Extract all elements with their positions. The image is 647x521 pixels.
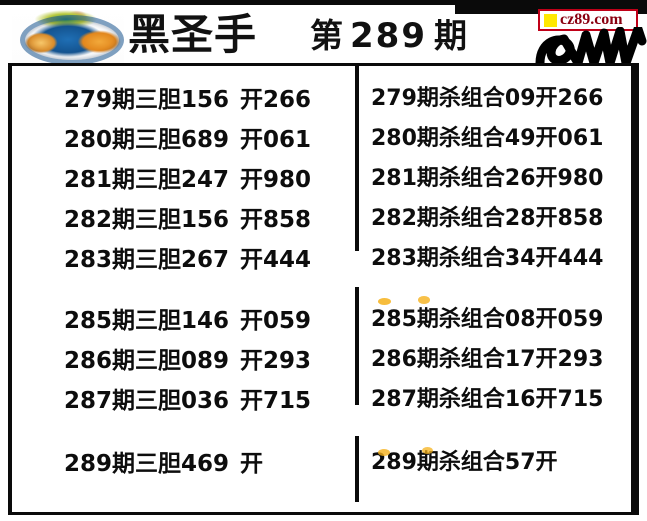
page-title: 黑圣手	[128, 10, 258, 59]
row-issue: 286期杀组合17开293	[371, 347, 604, 372]
badge-site-text: cz89.com	[560, 11, 623, 28]
table-row: 287期杀组合16开715	[371, 381, 603, 413]
site-badge[interactable]: cz89.com	[538, 9, 638, 31]
row-issue: 281期杀组合26开980	[371, 166, 604, 191]
column-divider-segment-3	[355, 436, 359, 502]
issue-number: 289	[350, 16, 427, 56]
row-issue: 282期杀组合28开858	[371, 206, 604, 231]
row-issue: 286期三胆089	[64, 348, 230, 374]
row-issue: 280期三胆689	[64, 127, 230, 153]
lottery-3d-logo-icon	[12, 7, 124, 63]
table-row: 285期三胆146 开059	[64, 301, 311, 335]
right-column: 279期杀组合09开266 280期杀组合49开061 281期杀组合26开98…	[359, 63, 631, 515]
row-open: 开444	[240, 247, 312, 273]
table-row: 280期杀组合49开061	[371, 120, 603, 152]
table-row: 282期三胆156 开858	[64, 200, 311, 234]
issue-label: 第 289 期	[310, 11, 467, 61]
badge-square-icon	[544, 13, 557, 27]
table-row: 286期杀组合17开293	[371, 341, 603, 373]
row-open: 开980	[240, 167, 312, 193]
row-open: 开061	[240, 127, 312, 153]
row-issue: 283期三胆267	[64, 247, 230, 273]
column-divider-segment-2	[355, 287, 359, 405]
table-row: 280期三胆689 开061	[64, 120, 311, 154]
table-row: 282期杀组合28开858	[371, 200, 603, 232]
row-open: 开293	[240, 348, 312, 374]
table-row: 279期杀组合09开266	[371, 80, 603, 112]
column-divider-segment-1	[355, 65, 359, 251]
row-issue: 287期杀组合16开715	[371, 387, 604, 412]
table-row: 281期三胆247 开980	[64, 160, 311, 194]
content-frame: 279期三胆156 开266 280期三胆689 开061 281期三胆247 开98…	[0, 63, 647, 515]
row-open: 开059	[240, 308, 312, 334]
row-issue: 287期三胆036	[64, 388, 230, 414]
table-row: 283期三胆267 开444	[64, 240, 311, 274]
frame-border-left	[8, 63, 12, 515]
row-issue: 283期杀组合34开444	[371, 246, 604, 271]
frame-border-bottom	[8, 512, 639, 515]
frame-border-top	[8, 63, 639, 66]
row-issue: 289期杀组合57开	[371, 450, 558, 475]
row-issue: 281期三胆247	[64, 167, 230, 193]
row-open: 开858	[240, 207, 312, 233]
table-row: 281期杀组合26开980	[371, 160, 603, 192]
table-row: 285期杀组合08开059	[371, 301, 603, 333]
row-issue: 282期三胆156	[64, 207, 230, 233]
row-issue: 285期三胆146	[64, 308, 230, 334]
table-row: 289期杀组合57开	[371, 444, 558, 476]
left-column: 279期三胆156 开266 280期三胆689 开061 281期三胆247 开98…	[12, 63, 355, 515]
row-issue: 279期杀组合09开266	[371, 86, 604, 111]
table-row: 286期三胆089 开293	[64, 341, 311, 375]
table-row: 289期三胆469 开	[64, 444, 263, 478]
row-open: 开266	[240, 87, 312, 113]
table-row: 279期三胆156 开266	[64, 80, 311, 114]
issue-suffix: 期	[433, 16, 467, 55]
top-rule	[0, 0, 647, 5]
row-issue: 280期杀组合49开061	[371, 126, 604, 151]
row-issue: 285期杀组合08开059	[371, 307, 604, 332]
table-row: 287期三胆036 开715	[64, 381, 311, 415]
row-open: 开	[240, 451, 264, 477]
page-header: 黑圣手 第 289 期 cz89.com	[0, 5, 647, 68]
table-row: 283期杀组合34开444	[371, 240, 603, 272]
issue-prefix: 第	[310, 16, 343, 55]
watermark-signature-top-icon	[534, 27, 647, 68]
row-open: 开715	[240, 388, 312, 414]
row-issue: 289期三胆469	[64, 451, 230, 477]
row-issue: 279期三胆156	[64, 87, 230, 113]
logo-ring	[20, 15, 124, 63]
frame-border-right	[631, 63, 639, 515]
